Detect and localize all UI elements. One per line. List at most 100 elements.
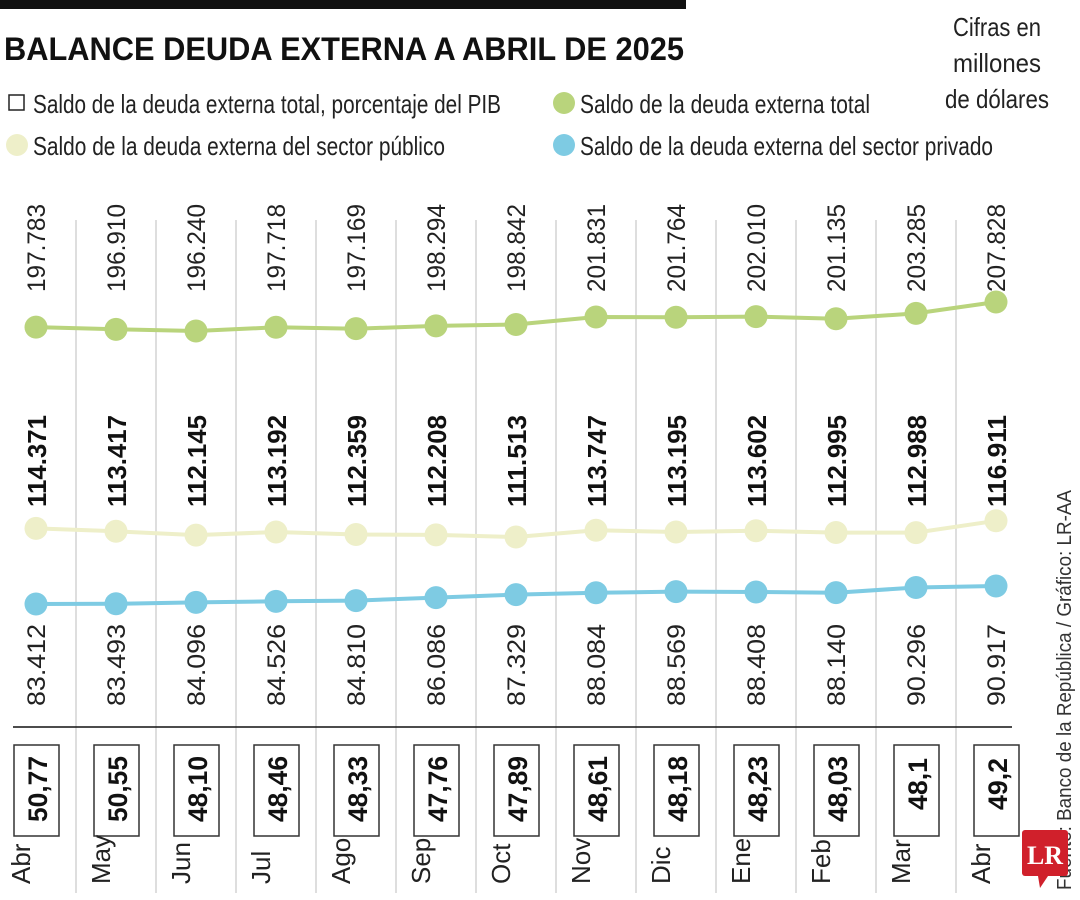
data-label: 112.145 (182, 415, 212, 507)
series-marks: 197.783 196.910 196.240 197.718 197.169 198.2… (6, 204, 1020, 884)
top-rule (0, 0, 686, 9)
data-point (664, 305, 688, 329)
data-label: 113.747 (582, 415, 612, 507)
pib-label: 48,23 (743, 756, 773, 822)
month-label: Abr (966, 843, 996, 884)
data-label: 197.783 (23, 204, 51, 292)
month-label: Oct (486, 843, 516, 884)
pib-label: 48,03 (823, 756, 853, 822)
legend-private-marker (553, 134, 575, 156)
data-label: 112.359 (342, 415, 372, 507)
units-note-line: Cifras en (953, 12, 1041, 42)
data-point (584, 305, 608, 329)
data-label: 203.285 (903, 204, 931, 292)
data-point (504, 312, 528, 336)
data-point (824, 307, 848, 331)
data-point (264, 520, 288, 544)
data-label: 202.010 (743, 204, 771, 292)
source-note: Fuente: Banco de la República / Gráfico:… (1054, 489, 1076, 890)
data-point (424, 586, 448, 610)
month-label: Ago (326, 838, 356, 884)
data-point (584, 581, 608, 605)
pib-label: 48,18 (663, 756, 693, 822)
month-label: Jul (246, 851, 276, 884)
pib-box (93, 744, 140, 837)
data-label: 90.917 (983, 624, 1011, 706)
data-label: 88.569 (663, 624, 691, 706)
pib-label: 48,46 (263, 756, 293, 822)
data-point (104, 317, 128, 341)
data-point (104, 519, 128, 543)
pib-box (493, 744, 540, 837)
data-point (24, 592, 48, 616)
data-point (344, 317, 368, 341)
pib-label: 49,2 (983, 758, 1013, 810)
data-label: 86.086 (423, 624, 451, 706)
data-point (264, 315, 288, 339)
pib-box (173, 744, 220, 837)
units-note: Cifras en millones de dólares (945, 12, 1049, 114)
data-point (24, 315, 48, 339)
legend-pib: Saldo de la deuda externa total, porcent… (33, 89, 501, 119)
gridlines (75, 220, 957, 893)
data-point (744, 519, 768, 543)
data-label: 201.831 (583, 204, 611, 292)
data-point (504, 525, 528, 549)
pib-box (253, 744, 300, 837)
month-label: Dic (646, 846, 676, 884)
data-point (824, 581, 848, 605)
units-note-line: millones (953, 48, 1041, 78)
data-label: 88.140 (823, 624, 851, 706)
data-point (424, 523, 448, 547)
data-label: 113.417 (102, 415, 132, 507)
month-label: Ene (726, 838, 756, 884)
legend: Saldo de la deuda externa total, porcent… (6, 89, 993, 161)
pib-label: 48,61 (583, 756, 613, 822)
pib-box (813, 744, 860, 837)
data-label: 84.810 (343, 624, 371, 706)
data-point (664, 580, 688, 604)
pib-label: 48,1 (903, 758, 933, 810)
data-label: 116.911 (982, 415, 1012, 507)
month-label: Nov (566, 838, 596, 884)
data-point (344, 522, 368, 546)
data-point (504, 583, 528, 607)
legend-total: Saldo de la deuda externa total (580, 89, 870, 119)
data-label: 88.084 (583, 624, 611, 706)
data-label: 87.329 (503, 624, 531, 706)
data-label: 198.294 (423, 204, 451, 292)
data-label: 112.988 (902, 415, 932, 507)
pib-box (13, 744, 60, 837)
pib-label: 50,77 (23, 756, 53, 822)
data-point (24, 516, 48, 540)
data-label: 88.408 (743, 624, 771, 706)
data-point (344, 589, 368, 613)
month-label: Feb (806, 839, 836, 884)
svg-text:LR: LR (1027, 841, 1063, 870)
data-point (584, 518, 608, 542)
data-label: 207.828 (983, 204, 1011, 292)
pib-box (413, 744, 460, 837)
pib-label: 48,10 (183, 756, 213, 822)
chart-title: BALANCE DEUDA EXTERNA A ABRIL DE 2025 (4, 31, 684, 67)
pib-label: 47,89 (503, 756, 533, 822)
data-label: 83.493 (103, 624, 131, 706)
data-point (904, 521, 928, 545)
data-label: 197.169 (343, 204, 371, 292)
lr-logo: LR (1022, 830, 1068, 888)
month-label: Jun (166, 842, 196, 884)
data-point (984, 574, 1008, 598)
data-label: 196.240 (183, 204, 211, 292)
units-note-line: de dólares (945, 84, 1049, 114)
data-label: 198.842 (503, 204, 531, 292)
data-point (184, 590, 208, 614)
pib-label: 47,76 (423, 756, 453, 822)
data-label: 197.718 (263, 204, 291, 292)
month-label: Mar (886, 839, 916, 884)
data-point (104, 592, 128, 616)
data-label: 90.296 (903, 624, 931, 706)
data-label: 113.192 (262, 415, 292, 507)
data-label: 112.208 (422, 415, 452, 507)
data-point (424, 314, 448, 338)
pib-box (733, 744, 780, 837)
